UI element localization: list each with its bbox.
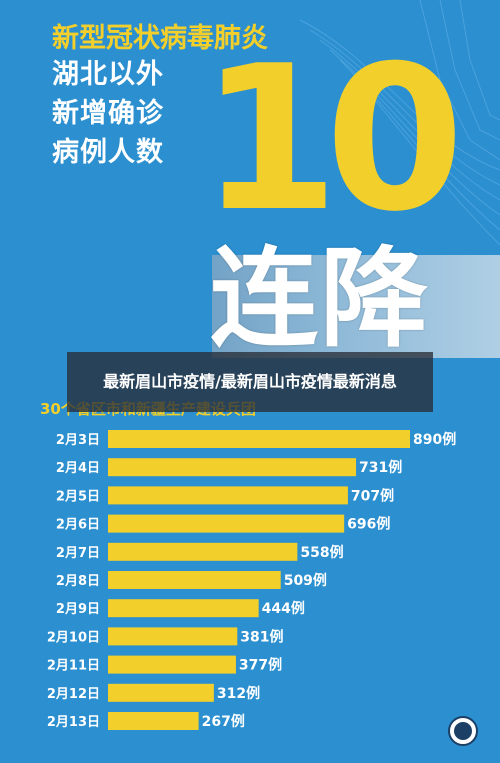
bar — [108, 683, 214, 702]
emblem-icon — [448, 716, 478, 746]
value-label: 890例 — [413, 431, 456, 448]
big-number: 10 — [200, 23, 464, 256]
value-label: 312例 — [217, 685, 260, 702]
category-label: 2月4日 — [56, 461, 100, 476]
value-label: 509例 — [284, 572, 327, 589]
headline-line-4: 病例人数 — [52, 137, 164, 168]
category-label: 2月8日 — [56, 574, 100, 589]
bar — [108, 458, 357, 477]
headline-line-2: 湖北以外 — [52, 59, 164, 90]
value-label: 444例 — [262, 600, 305, 617]
bar — [108, 486, 348, 505]
bar — [108, 430, 410, 448]
value-label: 731例 — [359, 459, 402, 476]
headline: 新型冠状病毒肺炎 湖北以外 新增确诊 病例人数 — [52, 22, 268, 175]
overlay-title: 最新眉山市疫情/最新眉山市疫情最新消息 — [103, 372, 397, 391]
bar — [108, 599, 259, 618]
streak-word: 连降 — [210, 237, 431, 362]
bar — [108, 655, 236, 674]
category-label: 2月6日 — [56, 518, 100, 533]
category-label: 2月13日 — [47, 715, 100, 730]
bar — [108, 571, 281, 589]
value-label: 267例 — [202, 713, 245, 730]
value-label: 558例 — [300, 544, 343, 561]
headline-line-1: 新型冠状病毒肺炎 — [52, 23, 268, 54]
value-label: 381例 — [240, 628, 283, 645]
bar — [108, 627, 238, 646]
bar — [108, 514, 345, 533]
overlay-title-banner[interactable]: 最新眉山市疫情/最新眉山市疫情最新消息 — [67, 352, 433, 412]
value-label: 707例 — [351, 487, 394, 504]
bar — [108, 542, 298, 561]
headline-line-3: 新增确诊 — [52, 98, 164, 129]
category-label: 2月5日 — [56, 489, 100, 504]
category-label: 2月12日 — [47, 687, 100, 702]
value-label: 377例 — [239, 657, 282, 674]
category-label: 2月9日 — [56, 602, 100, 617]
category-label: 2月7日 — [56, 546, 100, 561]
category-label: 2月11日 — [47, 659, 100, 674]
photo-band — [212, 255, 500, 358]
category-label: 2月3日 — [56, 433, 100, 448]
category-label: 2月10日 — [47, 630, 100, 645]
bar — [108, 712, 199, 730]
value-label: 696例 — [347, 516, 390, 533]
emblem-inner — [454, 722, 472, 740]
